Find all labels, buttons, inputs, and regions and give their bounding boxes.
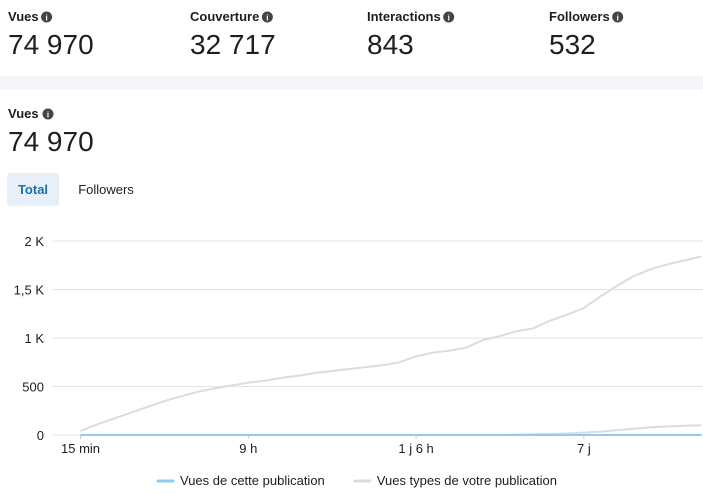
svg-text:i: i (448, 14, 450, 23)
metric-label: Interactions (367, 9, 441, 24)
separator (0, 76, 703, 90)
info-icon[interactable] (41, 11, 53, 23)
tab[interactable]: Total (18, 182, 48, 197)
metric-value: 32 717 (190, 29, 276, 60)
info-icon[interactable] (612, 11, 624, 23)
x-tick-label: 7 j (577, 441, 591, 456)
x-tick-label: 15 min (61, 441, 100, 456)
svg-text:i: i (266, 14, 268, 23)
detail-label: Vues (8, 106, 39, 121)
svg-text:i: i (617, 14, 619, 23)
info-icon[interactable] (261, 11, 273, 23)
legend-label[interactable]: Vues de cette publication (180, 473, 325, 488)
svg-text:i: i (45, 14, 47, 23)
tab-selected-bg (7, 173, 59, 206)
y-tick-label: 1 K (24, 331, 44, 346)
info-icon[interactable] (42, 108, 54, 120)
info-icon[interactable] (443, 11, 455, 23)
x-tick-label: 1 j 6 h (398, 441, 433, 456)
y-tick-label: 0 (37, 428, 44, 443)
tab[interactable]: Followers (78, 182, 134, 197)
y-tick-label: 1,5 K (14, 283, 45, 298)
y-tick-label: 500 (22, 380, 44, 395)
detail-value: 74 970 (8, 126, 94, 157)
x-tick-label: 9 h (239, 441, 257, 456)
metric-label: Couverture (190, 9, 259, 24)
metric-value: 74 970 (8, 29, 94, 60)
legend-label[interactable]: Vues types de votre publication (377, 473, 557, 488)
metric-value: 532 (549, 29, 596, 60)
metric-value: 843 (367, 29, 414, 60)
y-tick-label: 2 K (24, 234, 44, 249)
series-line (80, 255, 702, 433)
metric-label: Vues (8, 9, 39, 24)
series-line (80, 424, 702, 436)
svg-text:i: i (47, 111, 49, 120)
metric-label: Followers (549, 9, 610, 24)
